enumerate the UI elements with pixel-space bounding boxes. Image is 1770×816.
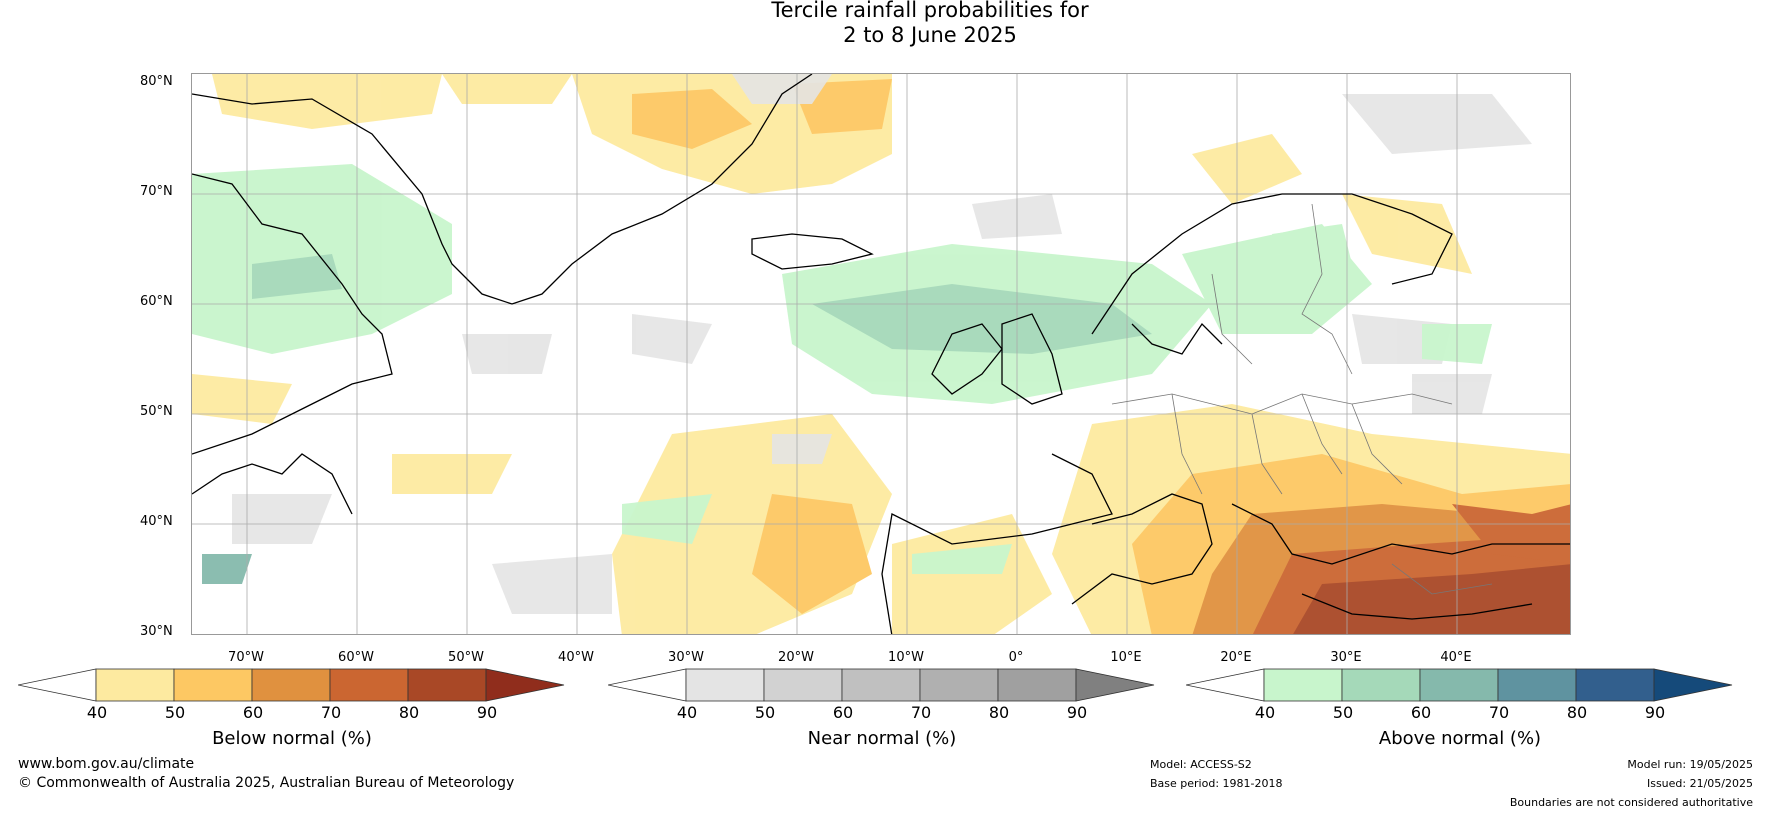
colorbar-segment <box>407 668 487 702</box>
above-tick-40: 40 <box>1254 703 1276 722</box>
lon-label-60w: 60°W <box>338 650 374 665</box>
map-title: Tercile rainfall probabilities for 2 to … <box>0 0 1770 48</box>
colorbar-segment <box>1341 668 1421 702</box>
lon-label-10w: 10°W <box>888 650 924 665</box>
above-tick-90: 90 <box>1644 703 1666 722</box>
lon-label-20w: 20°W <box>778 650 814 665</box>
colorbar-segment <box>1419 668 1499 702</box>
lon-label-30e: 30°E <box>1330 650 1362 665</box>
near-tick-90: 90 <box>1066 703 1088 722</box>
above-normal-shading <box>192 164 1492 584</box>
rainfall-probability-map <box>191 73 1571 635</box>
below-tick-40: 40 <box>86 703 108 722</box>
colorbar-label-near-normal: Near normal (%) <box>807 728 957 749</box>
colorbar-label-below-normal: Below normal (%) <box>212 728 372 749</box>
colorbar-above-normal <box>1186 668 1733 702</box>
boundaries-disclaimer: Boundaries are not considered authoritat… <box>1509 796 1753 809</box>
model-run-date: Model run: 19/05/2025 <box>1627 758 1753 771</box>
lon-label-40e: 40°E <box>1440 650 1472 665</box>
colorbar-high-extend <box>485 668 565 702</box>
near-tick-80: 80 <box>988 703 1010 722</box>
colorbar-label-above-normal: Above normal (%) <box>1378 728 1542 749</box>
issued-date: Issued: 21/05/2025 <box>1646 777 1753 790</box>
above-tick-60: 60 <box>1410 703 1432 722</box>
below-tick-60: 60 <box>242 703 264 722</box>
lat-label-80n: 80°N <box>140 74 173 89</box>
lat-label-30n: 30°N <box>140 624 173 639</box>
lon-label-50w: 50°W <box>448 650 484 665</box>
colorbar-segment <box>1497 668 1577 702</box>
colorbar-segment <box>95 668 175 702</box>
colorbar-high-extend <box>1653 668 1733 702</box>
colorbar-segment <box>1263 668 1343 702</box>
lon-label-10e: 10°E <box>1110 650 1142 665</box>
coastlines <box>192 74 1570 634</box>
colorbar-segment <box>251 668 331 702</box>
below-tick-70: 70 <box>320 703 342 722</box>
lat-label-50n: 50°N <box>140 404 173 419</box>
colorbar-segment <box>685 668 765 702</box>
colorbar-segment <box>173 668 253 702</box>
colorbar-below-normal <box>18 668 565 702</box>
near-normal-shading <box>232 74 1532 614</box>
near-tick-40: 40 <box>676 703 698 722</box>
colorbar-segment <box>1575 668 1655 702</box>
colorbar-segment <box>329 668 409 702</box>
above-tick-50: 50 <box>1332 703 1354 722</box>
below-tick-90: 90 <box>476 703 498 722</box>
lon-label-70w: 70°W <box>228 650 264 665</box>
website-link[interactable]: www.bom.gov.au/climate <box>18 756 195 772</box>
lon-label-0: 0° <box>1008 650 1024 665</box>
model-name: Model: ACCESS-S2 <box>1150 758 1252 771</box>
lat-label-40n: 40°N <box>140 514 173 529</box>
colorbar-segment <box>919 668 999 702</box>
graticule <box>192 74 1570 634</box>
title-line-1: Tercile rainfall probabilities for <box>771 0 1089 22</box>
below-tick-80: 80 <box>398 703 420 722</box>
map-canvas <box>192 74 1570 634</box>
colorbar-low-extend <box>1186 668 1265 702</box>
copyright-text: © Commonwealth of Australia 2025, Austra… <box>18 775 515 791</box>
colorbar-low-extend <box>608 668 687 702</box>
base-period: Base period: 1981-2018 <box>1150 777 1283 790</box>
colorbar-low-extend <box>18 668 97 702</box>
lat-label-70n: 70°N <box>140 184 173 199</box>
near-tick-50: 50 <box>754 703 776 722</box>
above-tick-80: 80 <box>1566 703 1588 722</box>
lat-label-60n: 60°N <box>140 294 173 309</box>
lon-label-40w: 40°W <box>558 650 594 665</box>
lon-label-20e: 20°E <box>1220 650 1252 665</box>
above-tick-70: 70 <box>1488 703 1510 722</box>
near-tick-60: 60 <box>832 703 854 722</box>
country-borders <box>1111 203 1493 595</box>
colorbar-segment <box>997 668 1077 702</box>
colorbar-segment <box>841 668 921 702</box>
colorbar-high-extend <box>1075 668 1155 702</box>
below-tick-50: 50 <box>164 703 186 722</box>
near-tick-70: 70 <box>910 703 932 722</box>
title-line-2: 2 to 8 June 2025 <box>843 23 1017 47</box>
colorbar-near-normal <box>608 668 1155 702</box>
colorbar-segment <box>763 668 843 702</box>
lon-label-30w: 30°W <box>668 650 704 665</box>
